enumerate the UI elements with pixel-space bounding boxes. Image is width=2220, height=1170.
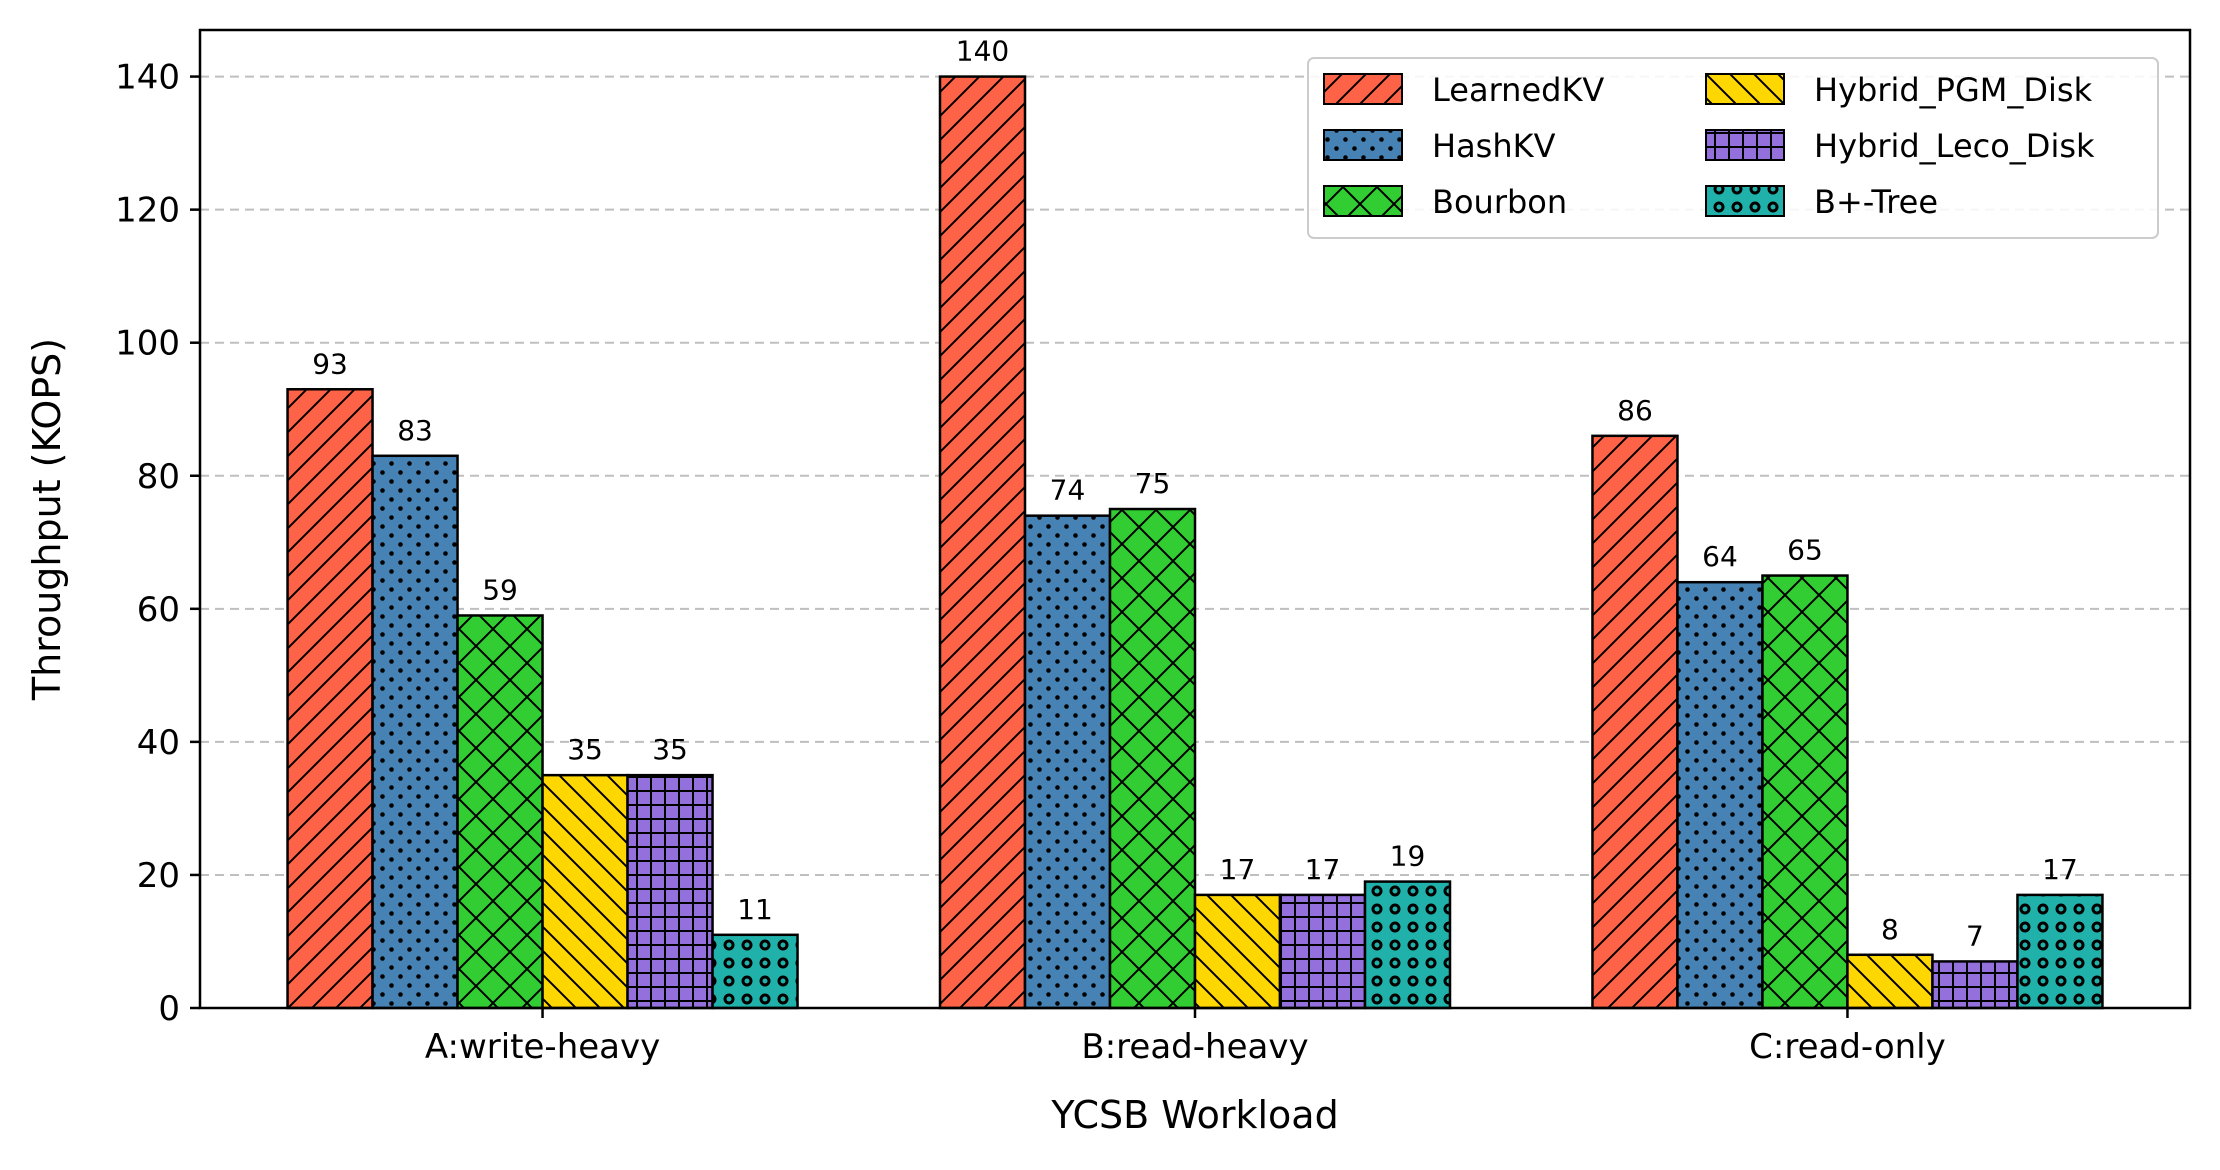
bars [286, 75, 2104, 1010]
legend-label: Hybrid_Leco_Disk [1814, 127, 2095, 165]
data-label: 83 [397, 414, 433, 447]
legend: LearnedKV HashKV Bourbon Hybrid_PGM_Disk Hyb… [1307, 57, 2159, 239]
legend-label: Hybrid_PGM_Disk [1814, 71, 2093, 109]
y-tick-label: 0 [158, 989, 180, 1029]
data-label: 7 [1966, 919, 1984, 952]
data-label: 8 [1881, 913, 1899, 946]
bar-Hybrid_PGM_Disk-C:read-only [1846, 953, 1934, 1010]
data-label: 64 [1702, 540, 1738, 573]
legend-label: LearnedKV [1432, 71, 1604, 109]
data-label: 75 [1135, 467, 1171, 500]
x-tick-label: A:write-heavy [425, 1027, 660, 1067]
legend-swatch [1323, 73, 1403, 105]
y-tick-label: 120 [115, 191, 180, 231]
y-tick-label: 140 [115, 58, 180, 98]
legend-swatch [1323, 185, 1403, 217]
bar-Hybrid_Leco_Disk-C:read-only [1931, 960, 2019, 1010]
bar-B+-Tree-A:write-heavy [711, 933, 799, 1010]
data-label: 11 [737, 893, 773, 926]
legend-swatch [1705, 73, 1785, 105]
data-label: 35 [567, 733, 603, 766]
legend-swatch [1705, 129, 1785, 161]
x-tick-label: C:read-only [1749, 1027, 1946, 1067]
bar-Bourbon-A:write-heavy [456, 614, 544, 1010]
data-label: 35 [652, 733, 688, 766]
data-label: 65 [1787, 534, 1823, 567]
y-axis-label: Throughput (KOPS) [25, 338, 69, 701]
bar-B+-Tree-B:read-heavy [1363, 880, 1452, 1010]
data-labels: 93 140 86 83 74 64 59 75 65 35 17 8 35 17 7 11 19 17 [312, 35, 2078, 953]
y-tick-label: 20 [137, 856, 180, 896]
bar-LearnedKV-A:write-heavy [286, 388, 374, 1010]
y-tick-label: 80 [137, 457, 180, 497]
x-tick-label: B:read-heavy [1081, 1027, 1308, 1067]
y-tick-label: 40 [137, 723, 180, 763]
data-label: 59 [482, 573, 518, 606]
bar-Hybrid_Leco_Disk-B:read-heavy [1278, 893, 1367, 1010]
bar-LearnedKV-B:read-heavy [938, 75, 1027, 1010]
bar-Hybrid_Leco_Disk-A:write-heavy [626, 773, 714, 1010]
data-label: 17 [1220, 853, 1256, 886]
legend-label: Bourbon [1432, 183, 1567, 221]
data-label: 19 [1390, 840, 1426, 873]
legend-label: HashKV [1432, 127, 1556, 165]
bar-HashKV-A:write-heavy [371, 454, 459, 1010]
bar-HashKV-C:read-only [1676, 580, 1764, 1010]
data-label: 17 [2042, 853, 2078, 886]
data-label: 86 [1617, 394, 1653, 427]
bar-B+-Tree-C:read-only [2016, 893, 2104, 1010]
data-label: 17 [1305, 853, 1341, 886]
legend-label: B+-Tree [1814, 183, 1938, 221]
legend-swatch [1323, 129, 1403, 161]
bar-Hybrid_PGM_Disk-A:write-heavy [541, 773, 629, 1010]
bar-Bourbon-B:read-heavy [1108, 507, 1197, 1010]
bar-Hybrid_PGM_Disk-B:read-heavy [1193, 893, 1282, 1010]
bar-HashKV-B:read-heavy [1023, 514, 1112, 1010]
bar-Bourbon-C:read-only [1761, 574, 1849, 1010]
data-label: 140 [956, 35, 1009, 68]
y-tick-label: 100 [115, 324, 180, 364]
y-tick-label: 60 [137, 590, 180, 630]
data-label: 93 [312, 347, 348, 380]
axis-ticks: 0 20 40 60 80 100 120 140 A:write-heavy B:read-he… [115, 58, 1946, 1067]
data-label: 74 [1050, 474, 1086, 507]
legend-swatch [1705, 185, 1785, 217]
x-axis-label: YCSB Workload [1050, 1093, 1338, 1137]
bar-LearnedKV-C:read-only [1591, 434, 1679, 1010]
